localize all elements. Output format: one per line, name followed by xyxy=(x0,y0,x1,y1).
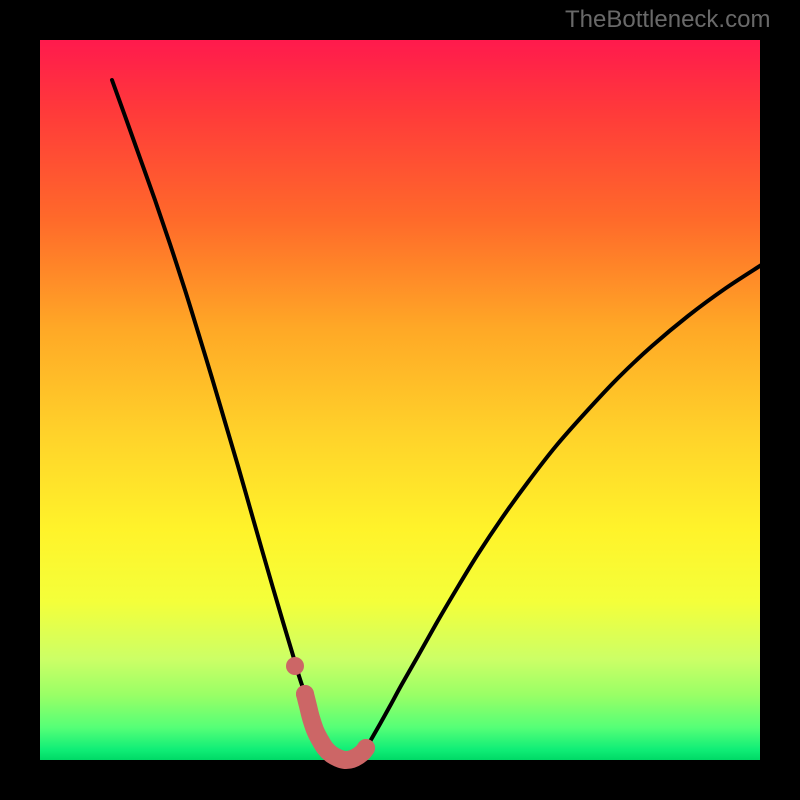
curve-right-arm xyxy=(366,240,800,748)
curve-left-arm xyxy=(112,80,305,694)
curve-dot-run xyxy=(305,694,366,760)
curve-dot-end-1 xyxy=(357,739,375,757)
plot-area xyxy=(40,40,760,760)
curve-layer xyxy=(40,40,760,760)
frame: TheBottleneck.com xyxy=(0,0,800,800)
curve-dot-end-0 xyxy=(296,685,314,703)
watermark-text: TheBottleneck.com xyxy=(565,6,770,34)
curve-dot-isolated xyxy=(286,657,304,675)
